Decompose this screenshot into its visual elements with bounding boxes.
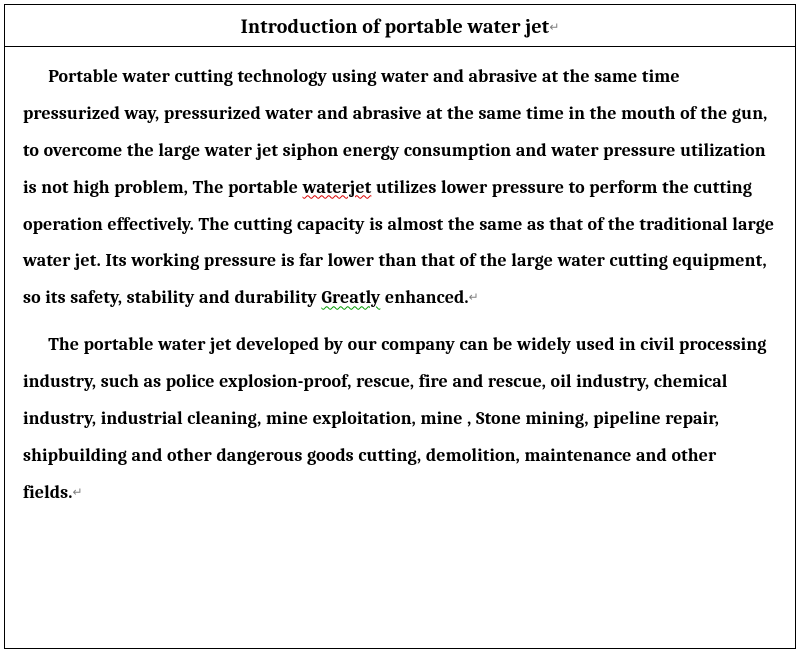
spellcheck-underline: waterjet [303,177,372,198]
document-table: Introduction of portable water jet↵ Port… [4,4,796,649]
paragraph-mark-icon: ↵ [73,485,83,499]
text-run: The portable water jet developed by our … [23,334,767,503]
grammarcheck-underline: Greatly [321,287,380,308]
paragraph-mark-icon: ↵ [469,290,479,304]
document-wrapper: Introduction of portable water jet↵ Port… [0,0,800,653]
paragraph: The portable water jet developed by our … [23,327,777,511]
paragraph-mark-icon: ↵ [549,20,559,34]
body-cell: Portable water cutting technology using … [5,47,795,648]
title-cell: Introduction of portable water jet↵ [5,5,795,47]
paragraph: Portable water cutting technology using … [23,59,777,317]
text-run: enhanced. [380,287,468,308]
document-title: Introduction of portable water jet [241,15,550,38]
